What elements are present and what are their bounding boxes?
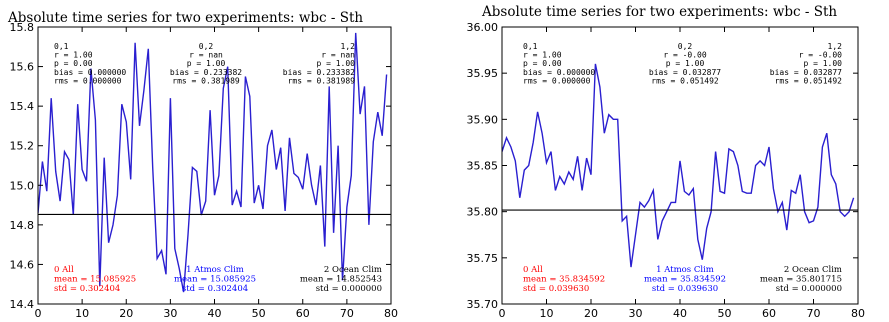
stat-rms: rms = 0.000000 — [54, 76, 122, 85]
y-tick-label: 35.80 — [467, 206, 499, 219]
x-tick-label: 20 — [584, 307, 598, 320]
legend-std: std = 0.302404 — [182, 284, 248, 294]
chart-left: Absolute time series for two experiments… — [7, 10, 398, 320]
series-line — [38, 32, 388, 293]
y-tick-label: 35.85 — [467, 160, 499, 173]
y-tick-label: 15.4 — [10, 100, 35, 113]
stat-p: p = 0.00 — [54, 59, 93, 68]
stat-r: r = -0.00 — [799, 51, 843, 60]
stat-rms: rms = 0.000000 — [523, 76, 591, 85]
stat-id: 0,1 — [54, 42, 69, 51]
stat-r: r = -0.00 — [663, 51, 707, 60]
chart-panel-right: Absolute time series for two experiments… — [438, 0, 889, 322]
x-tick-label: 80 — [851, 307, 865, 320]
x-tick-label: 0 — [35, 307, 42, 320]
chart-title: Absolute time series for two experiments… — [481, 4, 837, 20]
x-tick-label: 60 — [296, 307, 310, 320]
stat-bias: bias = 0.000000 — [54, 68, 126, 77]
legend-std: std = 0.000000 — [776, 284, 842, 294]
y-tick-label: 35.75 — [467, 252, 499, 265]
stat-r: r = nan — [321, 51, 355, 60]
legend-mean: mean = 15.085925 — [174, 275, 256, 285]
legend-mean: mean = 35.801715 — [760, 275, 842, 285]
x-tick-label: 10 — [540, 307, 554, 320]
stat-bias: bias = 0.032877 — [649, 68, 721, 77]
x-tick-label: 30 — [629, 307, 643, 320]
x-tick-label: 50 — [252, 307, 266, 320]
stat-r: r = 1.00 — [54, 51, 93, 60]
legend-mean: mean = 35.834592 — [644, 275, 726, 285]
y-tick-label: 15.8 — [10, 21, 35, 34]
legend-std: std = 0.039630 — [652, 284, 718, 294]
stat-p: p = 0.00 — [523, 59, 562, 68]
x-tick-label: 40 — [208, 307, 222, 320]
stat-rms: rms = 0.051492 — [651, 76, 719, 85]
legend-label: 0 All — [54, 265, 74, 275]
y-tick-label: 15.2 — [10, 140, 35, 153]
series-line — [502, 63, 855, 268]
stat-id: 0,1 — [523, 42, 538, 51]
legend-std: std = 0.039630 — [523, 284, 589, 294]
stat-id: 1,2 — [341, 42, 356, 51]
x-tick-label: 20 — [119, 307, 133, 320]
y-tick-label: 15.6 — [10, 61, 35, 74]
x-tick-label: 60 — [762, 307, 776, 320]
y-tick-label: 14.6 — [10, 258, 35, 271]
stat-rms: rms = 0.381989 — [288, 76, 356, 85]
stat-rms: rms = 0.051492 — [775, 76, 843, 85]
y-tick-label: 35.95 — [467, 67, 499, 80]
stat-r: r = 1.00 — [523, 51, 562, 60]
x-tick-label: 30 — [163, 307, 177, 320]
y-tick-label: 14.8 — [10, 219, 35, 232]
x-tick-label: 40 — [673, 307, 687, 320]
legend-std: std = 0.000000 — [316, 284, 382, 294]
stat-bias: bias = 0.032877 — [770, 68, 842, 77]
stat-r: r = nan — [189, 51, 223, 60]
stat-rms: rms = 0.381989 — [172, 76, 240, 85]
legend-mean: mean = 14.852543 — [300, 275, 382, 285]
x-tick-label: 10 — [75, 307, 89, 320]
x-tick-label: 80 — [384, 307, 398, 320]
x-tick-label: 70 — [807, 307, 821, 320]
legend-label: 2 Ocean Clim — [784, 265, 842, 275]
y-tick-label: 36.00 — [467, 21, 499, 34]
legend-label: 0 All — [523, 265, 543, 275]
x-tick-label: 50 — [718, 307, 732, 320]
chart-panel-left: Absolute time series for two experiments… — [0, 0, 420, 322]
y-tick-label: 35.90 — [467, 113, 499, 126]
stat-p: p = 1.00 — [803, 59, 842, 68]
y-tick-label: 15.0 — [10, 179, 35, 192]
legend-mean: mean = 15.085925 — [54, 275, 136, 285]
stat-id: 1,2 — [828, 42, 843, 51]
stat-p: p = 1.00 — [666, 59, 705, 68]
stat-bias: bias = 0.233382 — [170, 68, 242, 77]
stat-p: p = 1.00 — [316, 59, 355, 68]
y-tick-label: 14.4 — [10, 298, 35, 311]
stat-id: 0,2 — [199, 42, 214, 51]
legend-label: 1 Atmos Clim — [656, 265, 714, 275]
legend-mean: mean = 35.834592 — [523, 275, 605, 285]
stat-bias: bias = 0.000000 — [523, 68, 595, 77]
legend-label: 2 Ocean Clim — [324, 265, 382, 275]
y-tick-label: 35.70 — [467, 298, 499, 311]
stat-p: p = 1.00 — [187, 59, 226, 68]
legend-label: 1 Atmos Clim — [186, 265, 244, 275]
legend-std: std = 0.302404 — [54, 284, 120, 294]
x-tick-label: 70 — [340, 307, 354, 320]
stat-id: 0,2 — [678, 42, 693, 51]
chart-title: Absolute time series for two experiments… — [7, 10, 363, 26]
stat-bias: bias = 0.233382 — [283, 68, 355, 77]
x-tick-label: 0 — [499, 307, 506, 320]
chart-right: Absolute time series for two experiments… — [467, 4, 866, 320]
